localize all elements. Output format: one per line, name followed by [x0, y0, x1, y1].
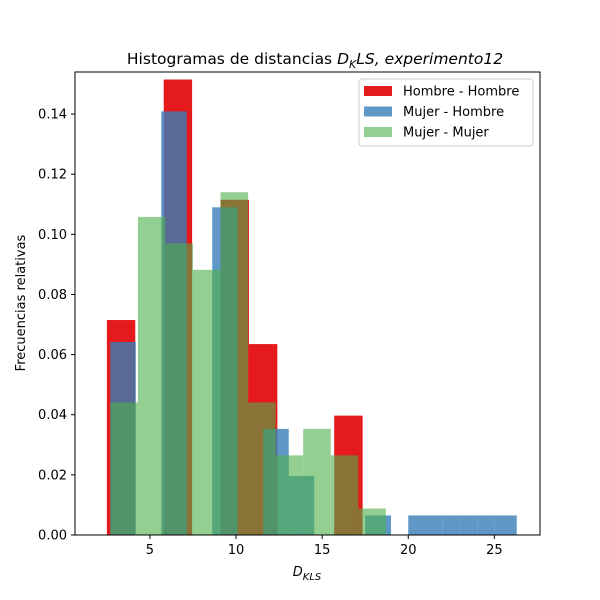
y-tick-label: 0.02 — [38, 468, 67, 483]
histogram-bar — [110, 402, 138, 535]
histogram-bar — [425, 515, 443, 535]
x-tick-label: 25 — [486, 543, 503, 558]
legend: Hombre - Hombre Mujer - Hombre Mujer - Muj… — [358, 78, 534, 147]
title-var-sub: K — [349, 58, 357, 71]
histogram-bar — [494, 515, 517, 535]
series-3-bars — [110, 192, 386, 535]
x-label-sub: KLS — [303, 572, 322, 583]
histogram-bar — [192, 269, 221, 535]
x-tick-label: 10 — [228, 543, 245, 558]
y-tick-label: 0.00 — [38, 529, 67, 544]
y-tick-label: 0.04 — [38, 408, 67, 423]
histogram-bar — [303, 428, 331, 535]
x-tick-label: 15 — [314, 543, 331, 558]
y-ticks: 0.00 0.02 0.04 0.06 0.08 0.10 0.12 0.14 — [38, 108, 75, 544]
histogram-bar — [477, 515, 495, 535]
histogram-bar — [408, 515, 426, 535]
title-var: D — [337, 50, 349, 68]
y-tick-label: 0.10 — [38, 228, 67, 243]
y-tick-label: 0.12 — [38, 168, 67, 183]
chart-title: Histogramas de distancias DKLS, experime… — [127, 50, 503, 71]
legend-box — [358, 78, 534, 147]
x-ticks: 5 10 15 20 25 — [146, 535, 503, 558]
x-label-var: D — [293, 565, 303, 580]
legend-label: Mujer - Mujer — [403, 126, 489, 141]
legend-swatch — [364, 86, 392, 96]
x-axis-label: DKLS — [293, 565, 322, 583]
histogram-bar — [248, 402, 276, 535]
histogram-bar — [358, 508, 386, 535]
legend-swatch — [364, 106, 392, 117]
histogram-bar — [330, 455, 359, 535]
y-tick-label: 0.08 — [38, 288, 67, 303]
x-tick-label: 20 — [400, 543, 417, 558]
histogram-bar — [275, 455, 304, 535]
title-prefix: Histogramas de distancias — [127, 50, 337, 68]
x-tick-label: 5 — [146, 543, 154, 558]
axes-frame — [74, 71, 541, 536]
bars-layer — [106, 79, 517, 536]
y-tick-label: 0.14 — [38, 108, 67, 123]
legend-swatch — [364, 127, 392, 137]
histogram-bar — [220, 192, 249, 535]
legend-label: Hombre - Hombre — [403, 85, 519, 100]
histogram-bar — [165, 243, 193, 535]
y-tick-label: 0.06 — [38, 348, 67, 363]
histogram-bar — [442, 515, 460, 535]
y-axis-label: Frecuencias relativas — [14, 234, 29, 371]
legend-label: Mujer - Hombre — [403, 105, 504, 120]
histogram-bar — [137, 216, 166, 535]
title-suffix: LS, experimento12 — [356, 50, 503, 68]
histogram-bar — [459, 515, 478, 535]
